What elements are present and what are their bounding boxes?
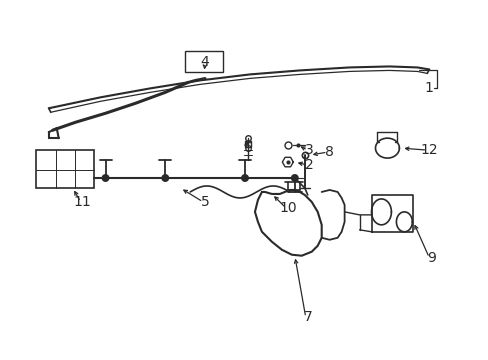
Text: 7: 7 (303, 310, 311, 324)
Text: 2: 2 (305, 158, 313, 172)
Bar (36, 150, 93, 188)
Text: 9: 9 (426, 251, 435, 265)
Text: 8: 8 (325, 145, 333, 159)
Text: 4: 4 (201, 55, 209, 69)
Text: 12: 12 (420, 143, 437, 157)
Circle shape (161, 174, 169, 182)
Text: 1: 1 (424, 81, 433, 95)
Text: 11: 11 (74, 195, 91, 209)
Text: 5: 5 (201, 195, 209, 209)
Circle shape (290, 174, 298, 182)
Circle shape (102, 174, 109, 182)
Text: 10: 10 (279, 201, 296, 215)
Circle shape (241, 174, 248, 182)
Text: 6: 6 (243, 141, 252, 155)
Text: 3: 3 (305, 143, 313, 157)
Bar (185, 50, 223, 72)
